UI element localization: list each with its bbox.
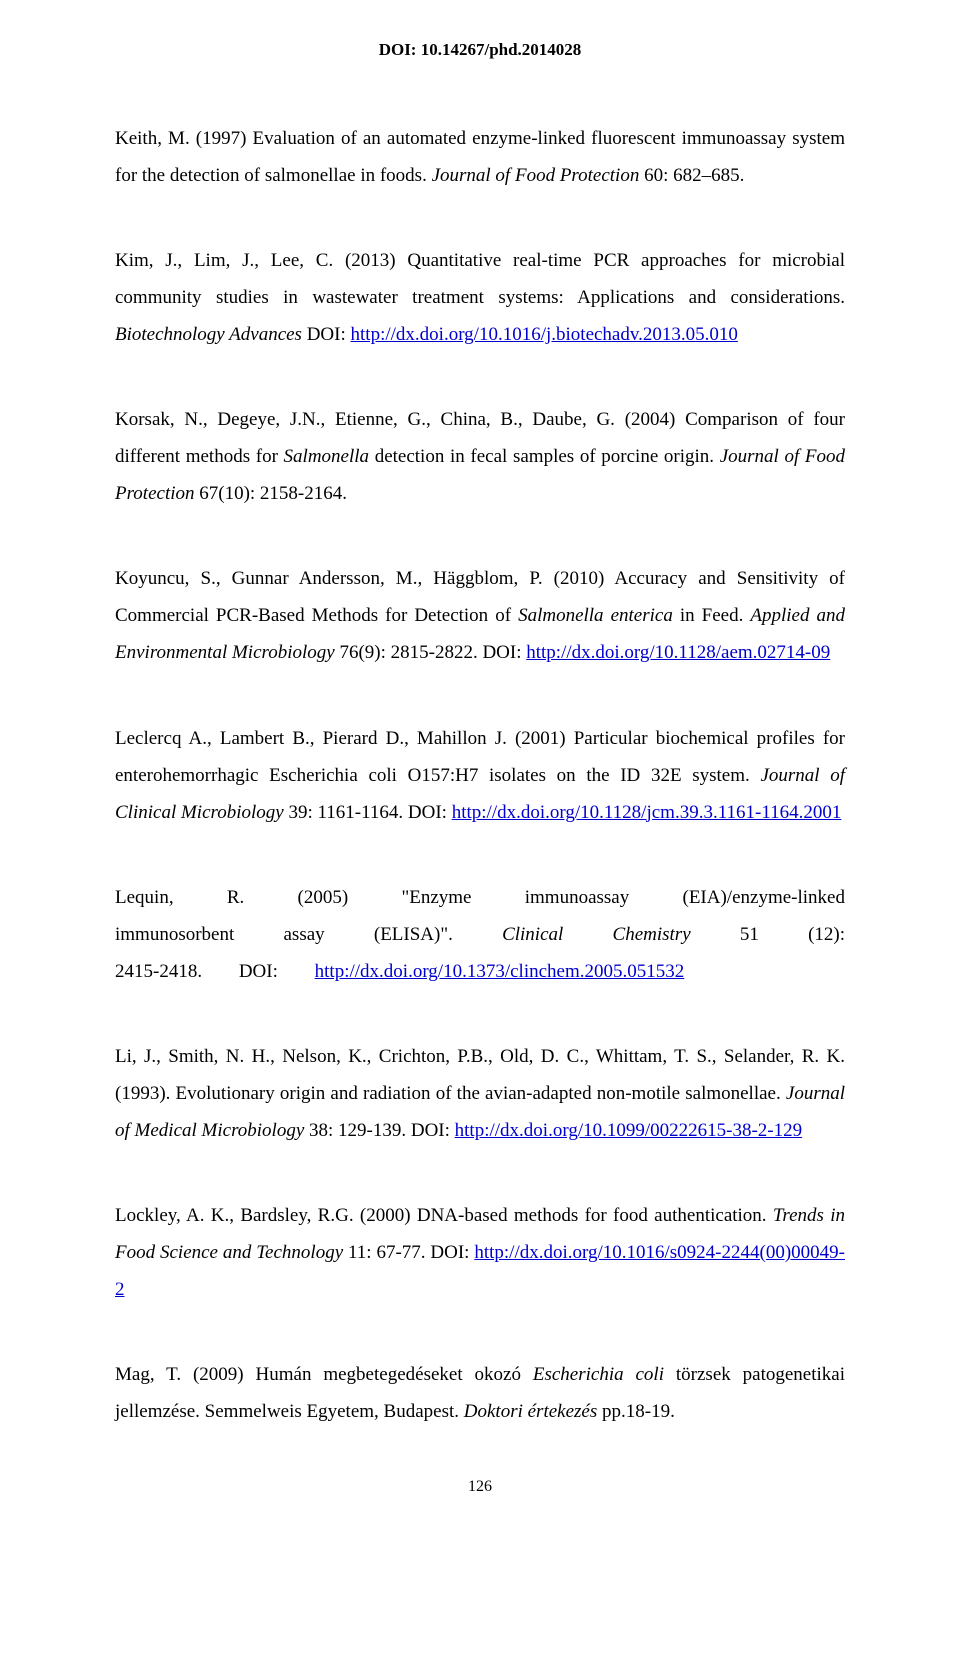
work-type: Doktori értekezés <box>464 1401 597 1422</box>
taxon-name: Salmonella enterica <box>518 605 673 626</box>
reference-9: Mag, T. (2009) Humán megbetegedéseket ok… <box>115 1356 845 1430</box>
ref-text: Leclercq A., Lambert B., Pierard D., Mah… <box>115 728 845 786</box>
doi-link[interactable]: http://dx.doi.org/10.1128/aem.02714-09 <box>526 642 830 663</box>
ref-mid: in Feed. <box>673 605 751 626</box>
reference-3: Korsak, N., Degeye, J.N., Etienne, G., C… <box>115 401 845 512</box>
page-container: DOI: 10.14267/phd.2014028 Keith, M. (199… <box>0 0 960 1536</box>
ref-post: 38: 129-139. DOI: <box>304 1120 454 1141</box>
reference-4: Koyuncu, S., Gunnar Andersson, M., Häggb… <box>115 560 845 671</box>
taxon-name: Escherichia coli <box>533 1364 664 1385</box>
ref-text: Kim, J., Lim, J., Lee, C. (2013) Quantit… <box>115 250 845 308</box>
ref-text: Lockley, A. K., Bardsley, R.G. (2000) DN… <box>115 1205 773 1226</box>
reference-8: Lockley, A. K., Bardsley, R.G. (2000) DN… <box>115 1197 845 1308</box>
doi-link[interactable]: http://dx.doi.org/10.1128/jcm.39.3.1161-… <box>452 802 842 823</box>
doi-label: DOI: <box>307 324 351 345</box>
reference-5: Leclercq A., Lambert B., Pierard D., Mah… <box>115 720 845 831</box>
journal-name: Clinical Chemistry <box>502 924 691 945</box>
doi-header: DOI: 10.14267/phd.2014028 <box>115 40 845 60</box>
reference-1: Keith, M. (1997) Evaluation of an automa… <box>115 120 845 194</box>
ref-post: 11: 67-77. DOI: <box>343 1242 474 1263</box>
page-number: 126 <box>115 1478 845 1496</box>
ref-post: 67(10): 2158-2164. <box>195 483 348 504</box>
taxon-name: Salmonella <box>284 446 370 467</box>
ref-mid: detection in fecal samples of porcine or… <box>369 446 720 467</box>
ref-post: 39: 1161-1164. DOI: <box>284 802 452 823</box>
doi-link[interactable]: http://dx.doi.org/10.1373/clinchem.2005.… <box>315 961 685 982</box>
journal-name: Biotechnology Advances <box>115 324 307 345</box>
ref-post: pp.18-19. <box>597 1401 675 1422</box>
doi-link[interactable]: http://dx.doi.org/10.1016/j.biotechadv.2… <box>351 324 738 345</box>
ref-post: 76(9): 2815-2822. DOI: <box>335 642 527 663</box>
journal-name: Journal of Food Protection <box>432 165 640 186</box>
reference-6: Lequin, R. (2005) "Enzyme immunoassay (E… <box>115 879 845 990</box>
reference-2: Kim, J., Lim, J., Lee, C. (2013) Quantit… <box>115 242 845 353</box>
reference-7: Li, J., Smith, N. H., Nelson, K., Cricht… <box>115 1038 845 1149</box>
ref-text: Li, J., Smith, N. H., Nelson, K., Cricht… <box>115 1046 845 1104</box>
doi-link[interactable]: http://dx.doi.org/10.1099/00222615-38-2-… <box>455 1120 802 1141</box>
ref-post: 60: 682–685. <box>639 165 744 186</box>
ref-text: Mag, T. (2009) Humán megbetegedéseket ok… <box>115 1364 533 1385</box>
